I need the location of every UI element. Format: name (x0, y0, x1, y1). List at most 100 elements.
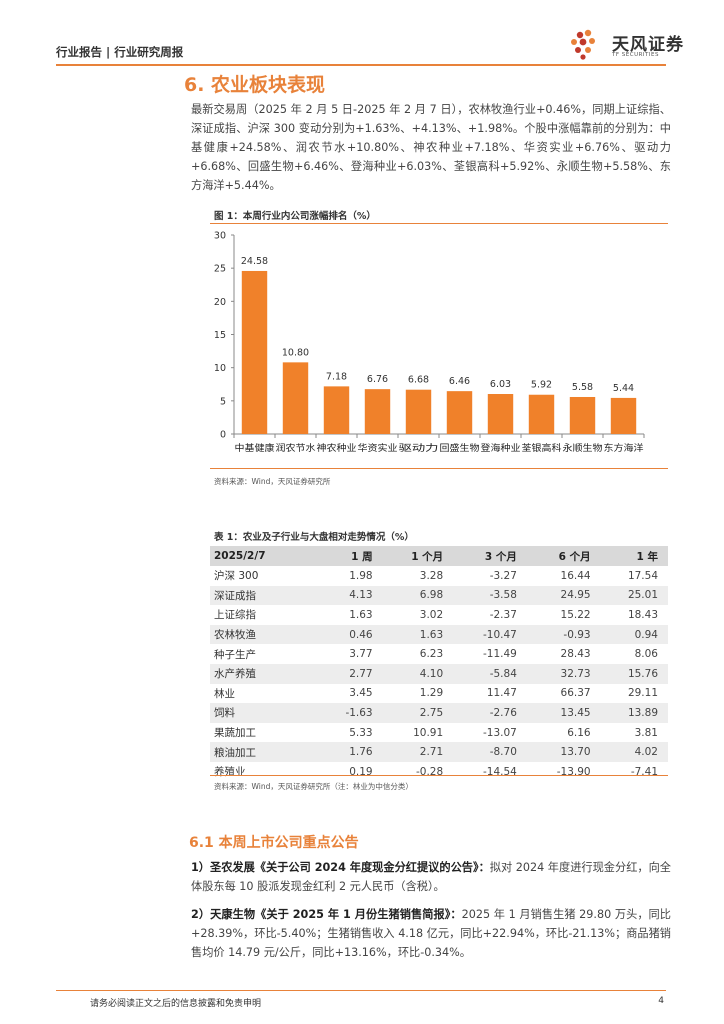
table-cell: 1.98 (349, 569, 373, 582)
table-cell: 24.95 (526, 585, 601, 606)
header-divider (56, 64, 666, 66)
table-cell: 11.47 (486, 687, 517, 700)
footer-divider (56, 990, 666, 991)
table-row-label: 沪深 300 (214, 570, 259, 583)
table-cell: 13.70 (526, 742, 601, 762)
table-cell: 32.73 (526, 663, 601, 684)
table-cell: 6.98 (382, 585, 454, 606)
footer-disclaimer: 请务必阅读正文之后的信息披露和免责申明 (90, 999, 262, 1009)
announcement-body: 拟对 2024 年度进行现金分红，向全体股东每 10 股派发现金红利 2 元人民… (191, 861, 671, 893)
table-cell: -3.58 (453, 585, 527, 606)
y-tick-label: 5 (220, 396, 226, 407)
announcement-item: 1）圣农发展《关于公司 2024 年度现金分红提议的公告》：拟对 2024 年度… (191, 858, 671, 896)
report-breadcrumb: 行业报告 | 行业研究周报 (56, 45, 184, 59)
table-cell: -7.41 (630, 765, 658, 778)
table-row: 种子生产 3.77 6.23 -11.49 28.43 8.06 (210, 644, 668, 664)
table-cell: 6.23 (419, 648, 444, 661)
table-row-label: 林业 (214, 687, 235, 700)
table-cell: 4.02 (600, 742, 668, 762)
table-cell: 17.54 (627, 569, 658, 582)
x-category-label: 登海种业 (481, 442, 521, 454)
table-header-cell: 3 个月 (453, 546, 527, 566)
section-title: 6. 农业板块表现 (184, 74, 326, 96)
table-row: 深证成指 4.13 6.98 -3.58 24.95 25.01 (210, 585, 668, 606)
announcement-item: 2）天康生物《关于 2025 年 1 月份生猪销售简报》：2025 年 1 月销… (191, 905, 671, 962)
announcement-heading: 1）圣农发展《关于公司 2024 年度现金分红提议的公告》： (191, 861, 490, 874)
table-cell: 10.91 (413, 726, 444, 739)
table-cell: -2.37 (489, 608, 517, 621)
bar (323, 386, 350, 434)
bar-value-label: 5.44 (613, 383, 634, 394)
table-cell: 0.94 (600, 624, 668, 645)
table-row-label: 农林牧渔 (210, 624, 321, 645)
table-cell: 1.29 (419, 687, 444, 700)
table-cell: 2.71 (382, 742, 454, 762)
bar-value-label: 10.80 (282, 347, 309, 358)
bar (528, 394, 555, 434)
table-cell: -0.93 (526, 624, 601, 645)
announcement-heading: 2）天康生物《关于 2025 年 1 月份生猪销售简报》： (191, 908, 462, 921)
table-title: 表 1：农业及子行业与大盘相对走势情况（%） (214, 532, 414, 543)
bar-value-label: 6.03 (490, 379, 511, 390)
table-row: 养殖业 0.19 -0.28 -14.54 -13.90 -7.41 (210, 762, 668, 782)
table-cell: -10.47 (453, 624, 527, 645)
table-cell: -3.27 (489, 569, 517, 582)
table-cell: 13.45 (526, 703, 601, 723)
table-cell: -13.07 (483, 726, 517, 739)
figure-title: 图 1：本周行业内公司涨幅排名（%） (214, 211, 376, 222)
figure-top-rule (210, 223, 668, 224)
table-cell: 29.11 (627, 687, 658, 700)
table-row-label: 深证成指 (210, 585, 321, 606)
table-header-cell: 6 个月 (526, 546, 601, 566)
bar (241, 270, 268, 434)
table-cell: 2.77 (320, 663, 383, 684)
page-number: 4 (658, 996, 664, 1006)
table-cell: 15.22 (560, 608, 591, 621)
bar-value-label: 6.76 (367, 374, 388, 385)
table-header-cell: 1 个月 (382, 546, 454, 566)
bar (282, 362, 309, 434)
table-cell: 3.45 (349, 687, 373, 700)
bar (569, 396, 596, 434)
table-cell: 0.19 (349, 765, 373, 778)
y-tick-label: 0 (220, 430, 226, 441)
table-cell: -11.49 (483, 648, 517, 661)
x-category-label: 荃银高科 (522, 442, 562, 454)
table-cell: 1.63 (382, 624, 454, 645)
table-source: 资料来源：Wind，天风证券研究所（注：林业为中信分类） (214, 782, 413, 791)
tf-securities-logo-icon (571, 29, 595, 60)
table-cell: 13.89 (600, 703, 668, 723)
table-header-cell: 1 年 (600, 546, 668, 566)
x-category-label: 神农种业 (317, 442, 357, 454)
bar-value-label: 6.46 (449, 376, 470, 387)
table-cell: 4.10 (382, 663, 454, 684)
table-row-label: 粮油加工 (210, 742, 321, 762)
table-cell: 4.13 (320, 585, 383, 606)
logo-name: 天风证券 (612, 35, 684, 55)
table-cell: 1.63 (349, 608, 373, 621)
figure-bottom-rule (210, 468, 668, 469)
table-cell: -14.54 (483, 765, 517, 778)
table-row: 农林牧渔 0.46 1.63 -10.47 -0.93 0.94 (210, 624, 668, 645)
announcement-body: 2025 年 1 月销售生猪 29.80 万头，同比+28.39%，环比-5.4… (191, 908, 671, 959)
table-cell: 3.77 (349, 648, 373, 661)
table-cell: 3.28 (419, 569, 444, 582)
table-cell: 8.06 (634, 648, 658, 661)
x-category-label: 润农节水 (276, 442, 317, 454)
x-category-label: 回盛生物 (440, 442, 480, 454)
table-cell: 3.02 (419, 608, 444, 621)
table-row: 果蔬加工 5.33 10.91 -13.07 6.16 3.81 (210, 723, 668, 743)
table-row-label: 养殖业 (214, 766, 246, 779)
bar (610, 397, 637, 434)
table-row: 上证综指 1.63 3.02 -2.37 15.22 18.43 (210, 605, 668, 625)
x-category-label: 中基健康 (235, 442, 275, 454)
announcements-title: 6.1 本周上市公司重点公告 (189, 835, 359, 851)
x-category-label: 东方海洋 (604, 442, 644, 454)
logo-english-name: TF SECURITIES (612, 52, 659, 58)
table-cell: 3.81 (634, 726, 658, 739)
table-row: 饲料 -1.63 2.75 -2.76 13.45 13.89 (210, 703, 668, 723)
table-cell: 1.76 (320, 742, 383, 762)
table-header-cell: 1 周 (320, 546, 383, 566)
